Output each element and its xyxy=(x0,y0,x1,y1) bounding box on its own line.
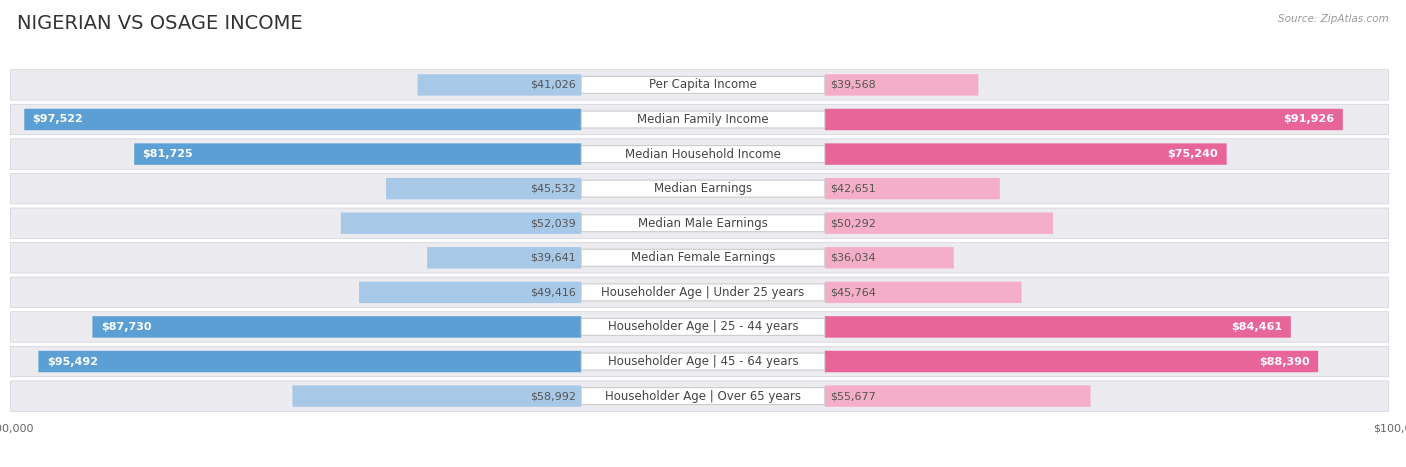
FancyBboxPatch shape xyxy=(581,249,825,266)
Text: Median Family Income: Median Family Income xyxy=(637,113,769,126)
FancyBboxPatch shape xyxy=(825,143,1226,165)
FancyBboxPatch shape xyxy=(93,316,581,338)
Text: $91,926: $91,926 xyxy=(1284,114,1334,125)
Text: $81,725: $81,725 xyxy=(142,149,193,159)
Text: $75,240: $75,240 xyxy=(1167,149,1218,159)
Text: $39,641: $39,641 xyxy=(530,253,575,263)
FancyBboxPatch shape xyxy=(38,351,581,372)
FancyBboxPatch shape xyxy=(340,212,581,234)
FancyBboxPatch shape xyxy=(581,215,825,232)
Text: Householder Age | Over 65 years: Householder Age | Over 65 years xyxy=(605,389,801,403)
Text: $87,730: $87,730 xyxy=(101,322,152,332)
FancyBboxPatch shape xyxy=(581,353,825,370)
FancyBboxPatch shape xyxy=(825,178,1000,199)
Text: $88,390: $88,390 xyxy=(1260,356,1310,367)
FancyBboxPatch shape xyxy=(292,385,581,407)
FancyBboxPatch shape xyxy=(134,143,581,165)
Text: Per Capita Income: Per Capita Income xyxy=(650,78,756,92)
FancyBboxPatch shape xyxy=(581,180,825,197)
Text: Householder Age | 45 - 64 years: Householder Age | 45 - 64 years xyxy=(607,355,799,368)
Text: $49,416: $49,416 xyxy=(530,287,575,297)
FancyBboxPatch shape xyxy=(10,139,1389,169)
FancyBboxPatch shape xyxy=(10,242,1389,273)
FancyBboxPatch shape xyxy=(825,74,979,96)
Text: $36,034: $36,034 xyxy=(831,253,876,263)
Text: $45,764: $45,764 xyxy=(831,287,876,297)
Text: $84,461: $84,461 xyxy=(1232,322,1282,332)
Text: Median Household Income: Median Household Income xyxy=(626,148,780,161)
Text: Householder Age | Under 25 years: Householder Age | Under 25 years xyxy=(602,286,804,299)
FancyBboxPatch shape xyxy=(581,111,825,128)
Text: Median Female Earnings: Median Female Earnings xyxy=(631,251,775,264)
FancyBboxPatch shape xyxy=(10,347,1389,377)
Text: $50,292: $50,292 xyxy=(831,218,876,228)
FancyBboxPatch shape xyxy=(10,381,1389,411)
FancyBboxPatch shape xyxy=(10,104,1389,134)
Text: $52,039: $52,039 xyxy=(530,218,575,228)
Text: $58,992: $58,992 xyxy=(530,391,575,401)
Text: $41,026: $41,026 xyxy=(530,80,575,90)
Text: Median Earnings: Median Earnings xyxy=(654,182,752,195)
Text: Source: ZipAtlas.com: Source: ZipAtlas.com xyxy=(1278,14,1389,24)
FancyBboxPatch shape xyxy=(24,109,581,130)
FancyBboxPatch shape xyxy=(825,282,1022,303)
Text: $42,651: $42,651 xyxy=(831,184,876,194)
FancyBboxPatch shape xyxy=(825,351,1319,372)
Text: Median Male Earnings: Median Male Earnings xyxy=(638,217,768,230)
FancyBboxPatch shape xyxy=(427,247,581,269)
FancyBboxPatch shape xyxy=(825,316,1291,338)
Text: $39,568: $39,568 xyxy=(831,80,876,90)
FancyBboxPatch shape xyxy=(10,277,1389,308)
Text: $45,532: $45,532 xyxy=(530,184,575,194)
FancyBboxPatch shape xyxy=(825,247,953,269)
FancyBboxPatch shape xyxy=(825,212,1053,234)
FancyBboxPatch shape xyxy=(581,284,825,301)
FancyBboxPatch shape xyxy=(581,318,825,335)
FancyBboxPatch shape xyxy=(581,146,825,163)
FancyBboxPatch shape xyxy=(825,109,1343,130)
Text: $97,522: $97,522 xyxy=(32,114,83,125)
Text: Householder Age | 25 - 44 years: Householder Age | 25 - 44 years xyxy=(607,320,799,333)
FancyBboxPatch shape xyxy=(10,173,1389,204)
FancyBboxPatch shape xyxy=(359,282,581,303)
FancyBboxPatch shape xyxy=(387,178,581,199)
FancyBboxPatch shape xyxy=(825,385,1091,407)
Text: $95,492: $95,492 xyxy=(46,356,98,367)
FancyBboxPatch shape xyxy=(581,77,825,93)
FancyBboxPatch shape xyxy=(10,208,1389,239)
Text: $55,677: $55,677 xyxy=(831,391,876,401)
FancyBboxPatch shape xyxy=(418,74,581,96)
FancyBboxPatch shape xyxy=(10,312,1389,342)
FancyBboxPatch shape xyxy=(10,70,1389,100)
Text: NIGERIAN VS OSAGE INCOME: NIGERIAN VS OSAGE INCOME xyxy=(17,14,302,33)
FancyBboxPatch shape xyxy=(581,388,825,404)
